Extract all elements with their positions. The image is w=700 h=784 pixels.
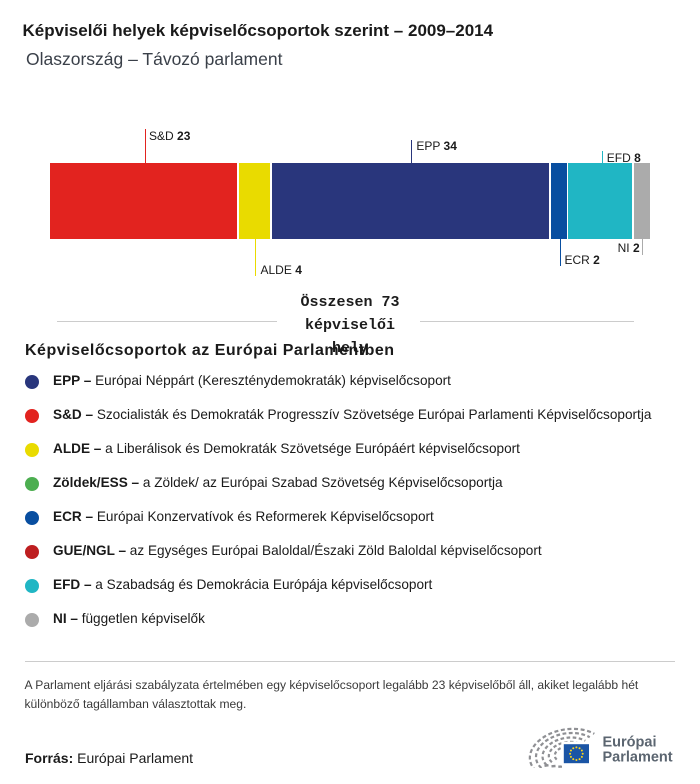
svg-text:Európai: Európai	[603, 735, 657, 751]
svg-text:Parlament: Parlament	[603, 749, 673, 765]
